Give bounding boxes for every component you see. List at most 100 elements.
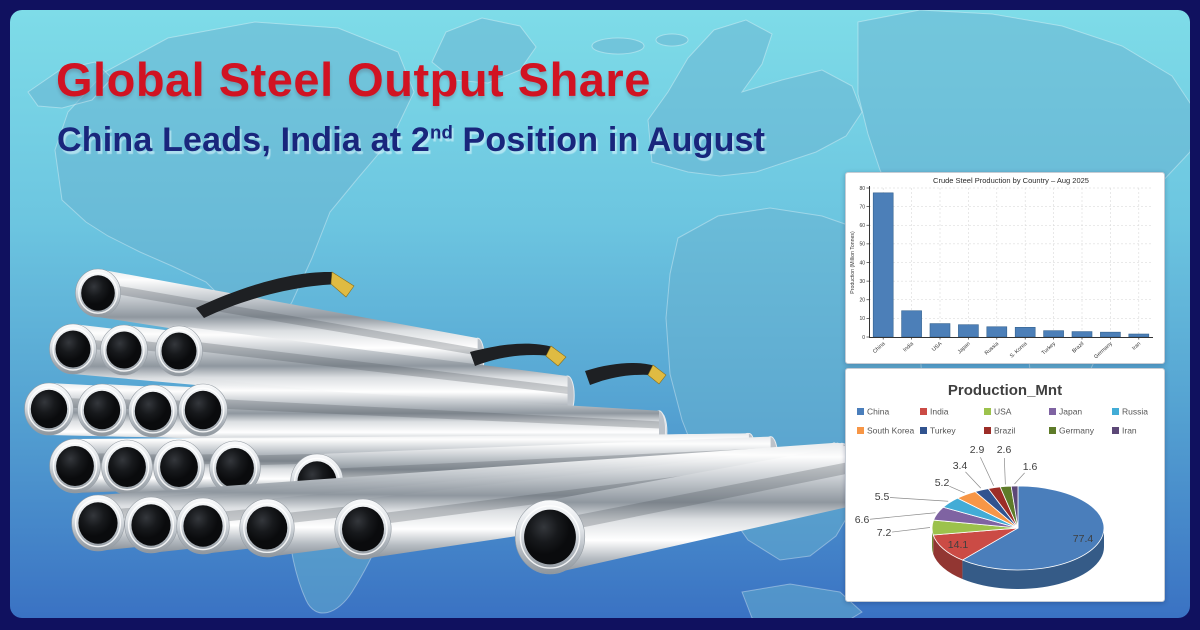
map-greenland: [431, 17, 537, 84]
legend-swatch-Brazil: [984, 427, 991, 434]
pipe-hole: [78, 502, 118, 544]
y-tick-label: 60: [859, 223, 865, 229]
bar-Germany: [1100, 331, 1121, 338]
pie-value-label-Russia: 5.5: [875, 491, 890, 503]
pie-leader-line-Japan: [869, 512, 936, 520]
bar-Japan: [958, 324, 979, 338]
pipe-shading-streak: [98, 282, 478, 356]
pie-value-label-Iran: 1.6: [1023, 461, 1038, 473]
pipe-body: [203, 384, 659, 450]
bar-Brazil: [1071, 331, 1093, 338]
x-tick-label: Iran: [1131, 341, 1142, 352]
pie-leader-line-Iran: [1014, 472, 1025, 485]
pipe-shading-streak: [550, 460, 856, 535]
pipe-rim-highlight: [338, 503, 388, 555]
steel-pipes-illustration: [24, 268, 867, 575]
legend-swatch-India: [920, 408, 927, 415]
pipe-rim-highlight: [52, 442, 98, 490]
pipe-rim-highlight: [104, 443, 150, 491]
legend-label-Brazil: Brazil: [994, 426, 1015, 436]
legend-swatch-Iran: [1112, 427, 1119, 434]
pie-value-label-Japan: 6.6: [855, 514, 870, 526]
pipe-rim-highlight: [158, 329, 200, 373]
pie-leader-line-Germany: [1003, 457, 1006, 485]
pipe-hole: [81, 275, 115, 311]
x-tick-label: Brazil: [1071, 341, 1085, 354]
pipe-hole: [246, 506, 288, 550]
pie-leader-line-Brazil: [980, 457, 994, 486]
pipe-hole: [184, 390, 222, 430]
legend-label-Iran: Iran: [1122, 426, 1137, 436]
legend-label-Japan: Japan: [1059, 407, 1082, 417]
pipe-hole: [108, 447, 146, 487]
pipe-rim-highlight: [243, 502, 291, 554]
pipe-rim-highlight: [78, 272, 118, 314]
pie-leader-line-South Korea: [949, 485, 965, 494]
x-tick-label: Russia: [984, 341, 1000, 356]
pipe-rim-highlight: [519, 505, 581, 569]
x-tick-label: Turkey: [1041, 341, 1057, 357]
bar-Russia: [986, 326, 1008, 338]
pipe-hole: [134, 391, 172, 431]
bar-chart-panel: 0 10 20 30 40 50 60 70 80 China India USA Japan Russi…: [845, 172, 1165, 364]
legend-label-USA: USA: [994, 407, 1012, 417]
bar-Iran: [1128, 333, 1150, 338]
y-tick-label: 50: [859, 242, 865, 248]
subtitle-text-suffix: Position in August: [452, 121, 766, 159]
packing-strap: [470, 343, 560, 366]
pie-slice-China: [962, 485, 1105, 571]
pipe-hole: [56, 446, 94, 486]
pipe-hole: [524, 509, 576, 565]
pipe-hole: [161, 332, 197, 370]
legend-label-Russia: Russia: [1122, 407, 1148, 417]
legend-swatch-USA: [984, 408, 991, 415]
pipe-hole: [55, 330, 91, 368]
packing-strap: [585, 363, 662, 385]
steel-pipe: [75, 268, 485, 377]
pipe-hole: [216, 448, 254, 488]
pipe-hole: [106, 331, 142, 369]
pipe-rim-highlight: [127, 500, 175, 550]
pie-leader-line-USA: [891, 527, 931, 533]
legend-label-Germany: Germany: [1059, 426, 1095, 436]
pipe-shading-streak: [203, 398, 659, 429]
pie-value-label-USA: 7.2: [877, 527, 892, 539]
pipe-body: [179, 326, 568, 416]
background-gradient: [10, 10, 1190, 618]
pipe-rim-highlight: [80, 387, 124, 433]
steel-pipe: [178, 383, 667, 450]
page-subtitle: China Leads, India at 2nd Position in Au…: [57, 121, 765, 160]
page-title: Global Steel Output Share: [56, 53, 651, 106]
pipe-hole: [30, 389, 68, 429]
bar-chart: 0 10 20 30 40 50 60 70 80 China India USA Japan Russi…: [850, 176, 1153, 360]
bar-chart-title: Crude Steel Production by Country – Aug …: [933, 176, 1089, 185]
pipe-body: [550, 443, 856, 574]
y-tick-label: 10: [859, 316, 865, 322]
pie-chart-title: Production_Mnt: [948, 382, 1062, 399]
pipe-body: [98, 269, 478, 376]
legend-swatch-South Korea: [857, 427, 864, 434]
legend-label-China: China: [867, 407, 889, 417]
y-tick-label: 30: [859, 279, 865, 285]
pipe-rim-highlight: [131, 388, 175, 434]
legend-swatch-Russia: [1112, 408, 1119, 415]
map-southeast-asia: [741, 583, 863, 618]
map-europe: [647, 19, 863, 177]
packing-strap-tip: [330, 271, 355, 298]
y-tick-label: 80: [859, 186, 865, 192]
pipe-rim-highlight: [179, 501, 227, 551]
x-tick-label: USA: [931, 341, 944, 353]
pie-value-label-Turkey: 3.4: [953, 460, 968, 472]
y-tick-label: 40: [859, 260, 865, 266]
map-arctic-island-2: [655, 33, 689, 47]
pipe-shading-streak: [179, 339, 568, 394]
pie-value-label-China: 77.4: [1073, 533, 1094, 545]
bar-chart-ylabel: Production (Million Tonnes): [850, 231, 856, 294]
y-tick-label: 20: [859, 298, 865, 304]
pipe-hole: [83, 390, 121, 430]
pipe-hole: [342, 506, 384, 552]
legend-label-Turkey: Turkey: [930, 426, 956, 436]
pie-value-label-Germany: 2.6: [997, 444, 1012, 456]
